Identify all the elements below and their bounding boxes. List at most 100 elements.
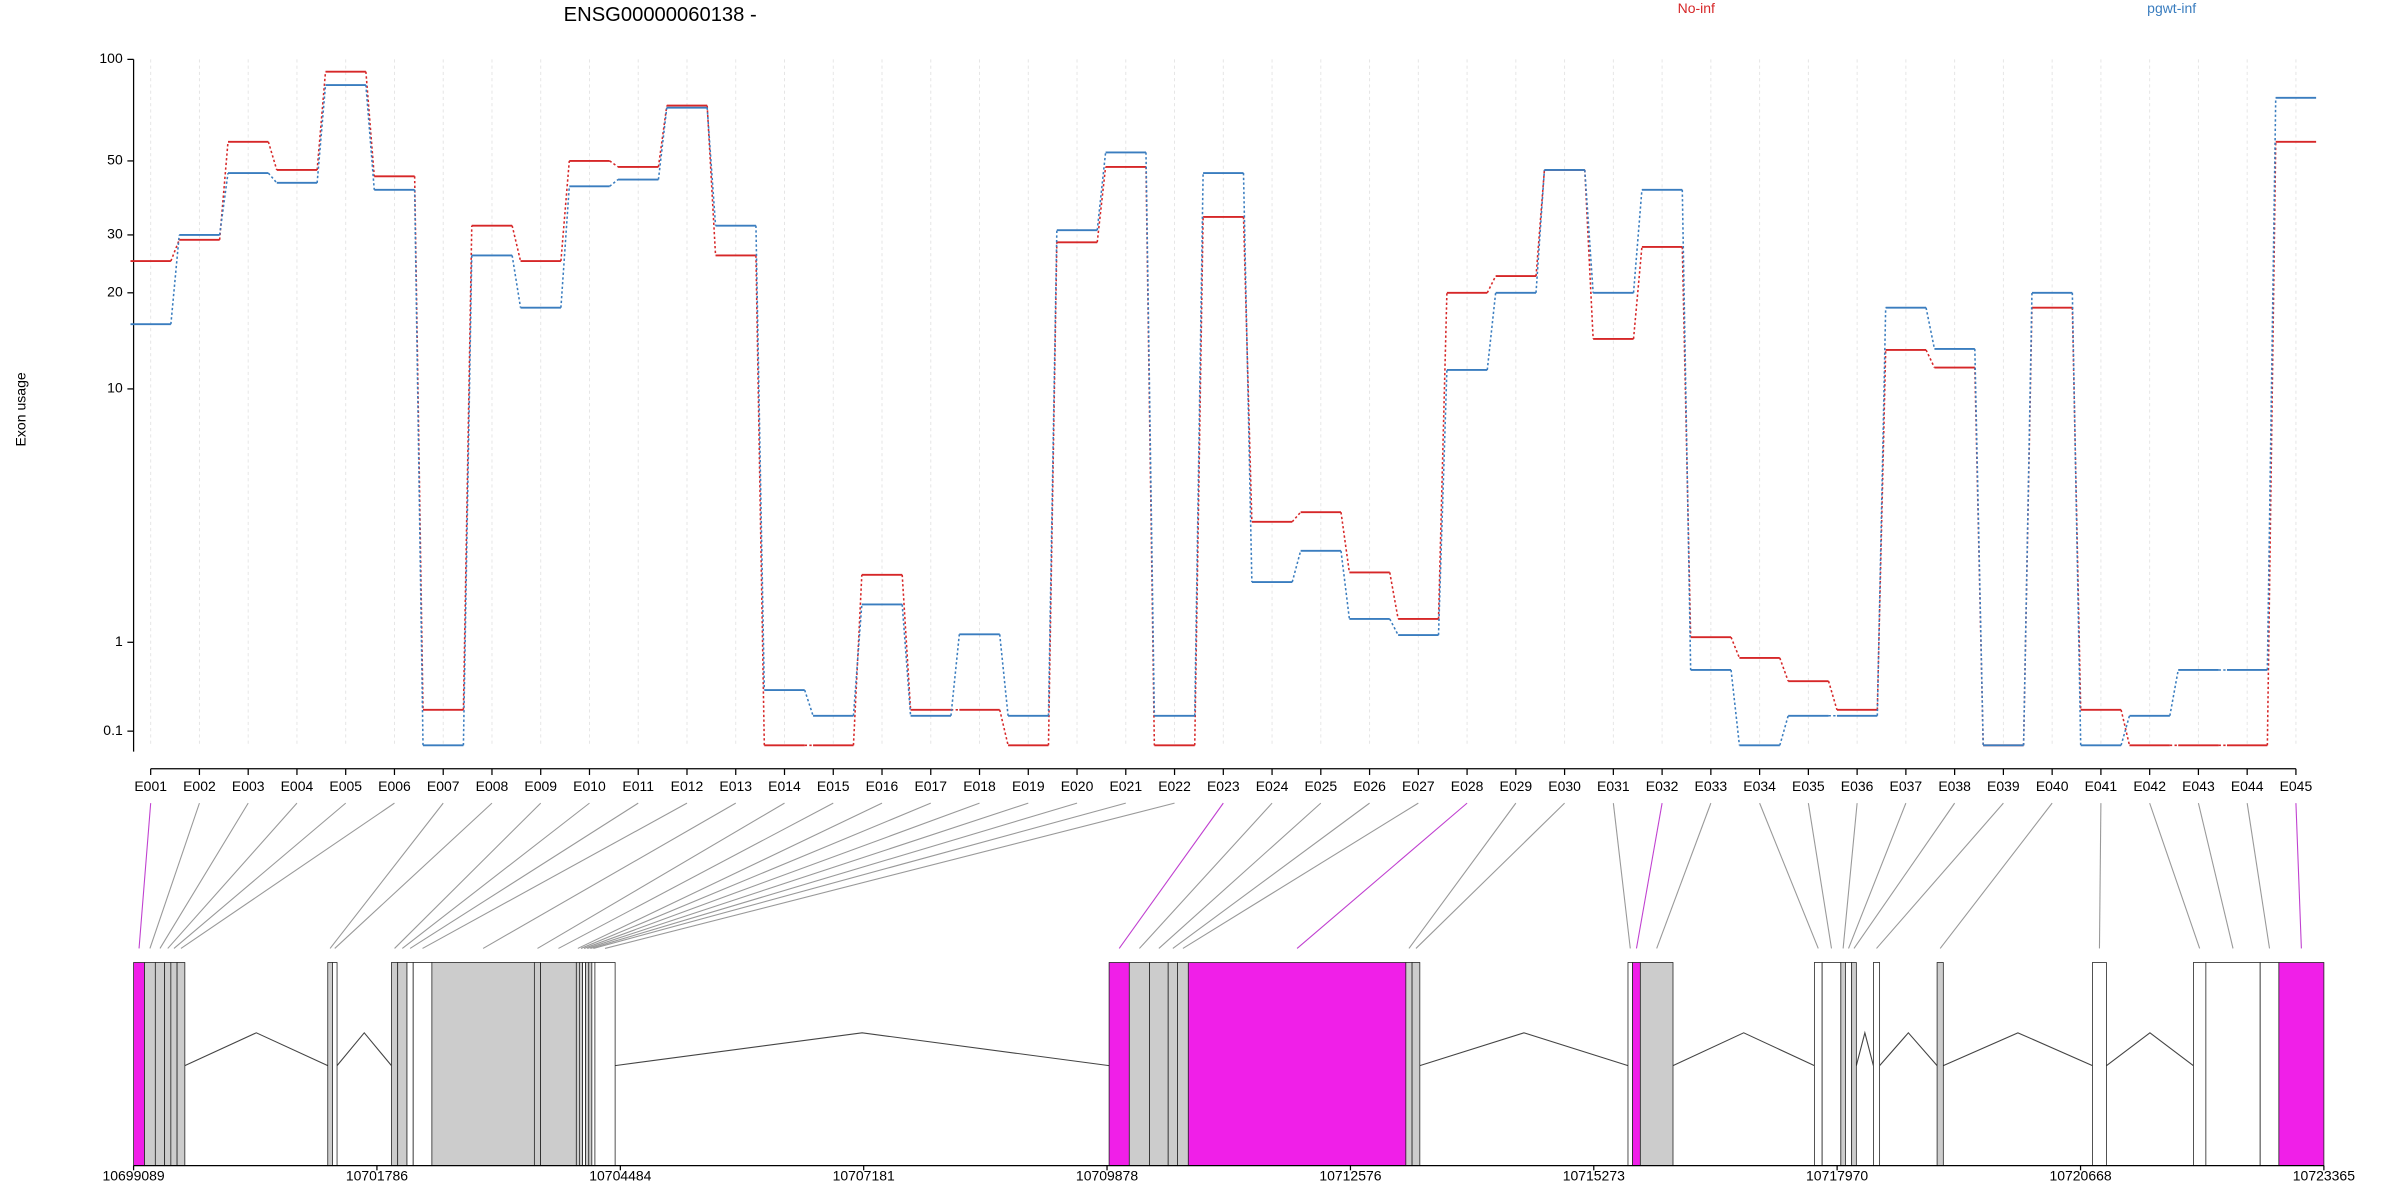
step-connector (755, 255, 766, 746)
exon-connector (580, 802, 931, 949)
exon-connector (1118, 802, 1224, 949)
step-connector (2266, 97, 2277, 670)
step-connector (1486, 292, 1497, 371)
exon-connector (138, 803, 152, 949)
x-tick-label: E016 (866, 778, 899, 794)
step-connector (998, 709, 1009, 746)
exon-connector (537, 802, 785, 949)
x-tick-label: E033 (1695, 778, 1728, 794)
step-connector (1047, 230, 1058, 716)
x-tick-label: E040 (2036, 778, 2069, 794)
step-connector (1681, 246, 1692, 638)
step-connector (1730, 636, 1741, 659)
x-tick-label: E027 (1402, 778, 1435, 794)
step-connector (2071, 292, 2082, 746)
x-tick-label: E039 (1987, 778, 2020, 794)
exon (327, 962, 333, 1167)
step-connector (706, 105, 717, 256)
intron (336, 1031, 392, 1066)
genome-tick-label: 10699089 (103, 1167, 165, 1183)
step-connector (462, 255, 473, 746)
step-connector (218, 172, 229, 236)
exon (2205, 962, 2261, 1167)
exon (591, 962, 596, 1167)
exon-connector (1158, 802, 1322, 949)
exon-connector (149, 802, 200, 949)
exon-connector (1656, 802, 1712, 949)
genome-tick-label: 10709878 (1076, 1167, 1138, 1183)
exon-connector (590, 802, 1078, 949)
exon-connector (1612, 803, 1631, 949)
exon-connector (1635, 803, 1663, 949)
exon (391, 962, 399, 1167)
step-connector (560, 186, 571, 308)
exon-connector (1939, 802, 2053, 949)
exon (1873, 962, 1881, 1167)
exon-connector (577, 802, 883, 949)
step-connector (1827, 680, 1838, 711)
x-tick-label: E004 (281, 778, 314, 794)
intron (1943, 1032, 2093, 1067)
exon-connector (604, 802, 1175, 949)
exon-connector (1408, 802, 1517, 949)
step-connector (1291, 550, 1302, 583)
x-tick-label: E036 (1841, 778, 1874, 794)
exon (1149, 962, 1169, 1167)
step-connector (267, 172, 278, 184)
exon (1821, 962, 1842, 1167)
x-tick-label: E009 (524, 778, 557, 794)
x-tick-label: E035 (1792, 778, 1825, 794)
exon (1177, 962, 1189, 1167)
y-tick-label: 100 (99, 50, 123, 66)
x-tick-label: E041 (2085, 778, 2118, 794)
exon-connector (482, 802, 737, 949)
y-tick-label: 1 (115, 633, 123, 649)
genome-tick-label: 10723365 (2293, 1167, 2355, 1183)
x-tick-label: E042 (2133, 778, 2166, 794)
exon-connector (1876, 802, 2004, 949)
y-tick-label: 10 (107, 380, 123, 396)
step-connector (609, 160, 619, 168)
step-connector (852, 574, 863, 746)
x-tick-label: E045 (2280, 778, 2313, 794)
exon-connector (1139, 802, 1273, 949)
intron (1672, 1032, 1815, 1067)
exon (1840, 962, 1846, 1167)
exon (582, 962, 587, 1167)
step-connector (1925, 349, 1936, 368)
exon (412, 962, 433, 1167)
x-tick-label: E012 (671, 778, 704, 794)
x-tick-label: E010 (573, 778, 606, 794)
exon (1108, 962, 1130, 1167)
step-connector (365, 71, 376, 177)
exon (2193, 962, 2207, 1167)
genome-tick-label: 10707181 (833, 1167, 895, 1183)
exon (1411, 962, 1421, 1167)
step-connector (1632, 246, 1643, 339)
exon-connector (587, 802, 1029, 949)
exon-connector (180, 802, 395, 949)
x-tick-label: E023 (1207, 778, 1240, 794)
exon (575, 962, 580, 1167)
genome-tick-label: 10720668 (2049, 1167, 2111, 1183)
step-connector (1145, 152, 1156, 716)
exon (588, 962, 593, 1167)
step-connector (657, 107, 668, 180)
step-connector (2169, 669, 2179, 716)
x-tick-label: E034 (1743, 778, 1776, 794)
y-axis-label: Exon usage (12, 372, 28, 446)
intron (184, 1032, 328, 1067)
step-connector (2120, 709, 2131, 746)
exon (2278, 962, 2325, 1167)
exon (1128, 962, 1150, 1167)
exon (1627, 962, 1633, 1167)
x-tick-label: E030 (1548, 778, 1581, 794)
legend-entry: pgwt-inf (2147, 0, 2196, 16)
exon (332, 962, 338, 1167)
x-tick-label: E031 (1597, 778, 1630, 794)
chart-title: ENSG00000060138 - (564, 4, 757, 26)
exon-connector (2246, 803, 2271, 949)
step-connector (901, 604, 912, 716)
exon (533, 962, 541, 1167)
exon-connector (173, 802, 347, 949)
